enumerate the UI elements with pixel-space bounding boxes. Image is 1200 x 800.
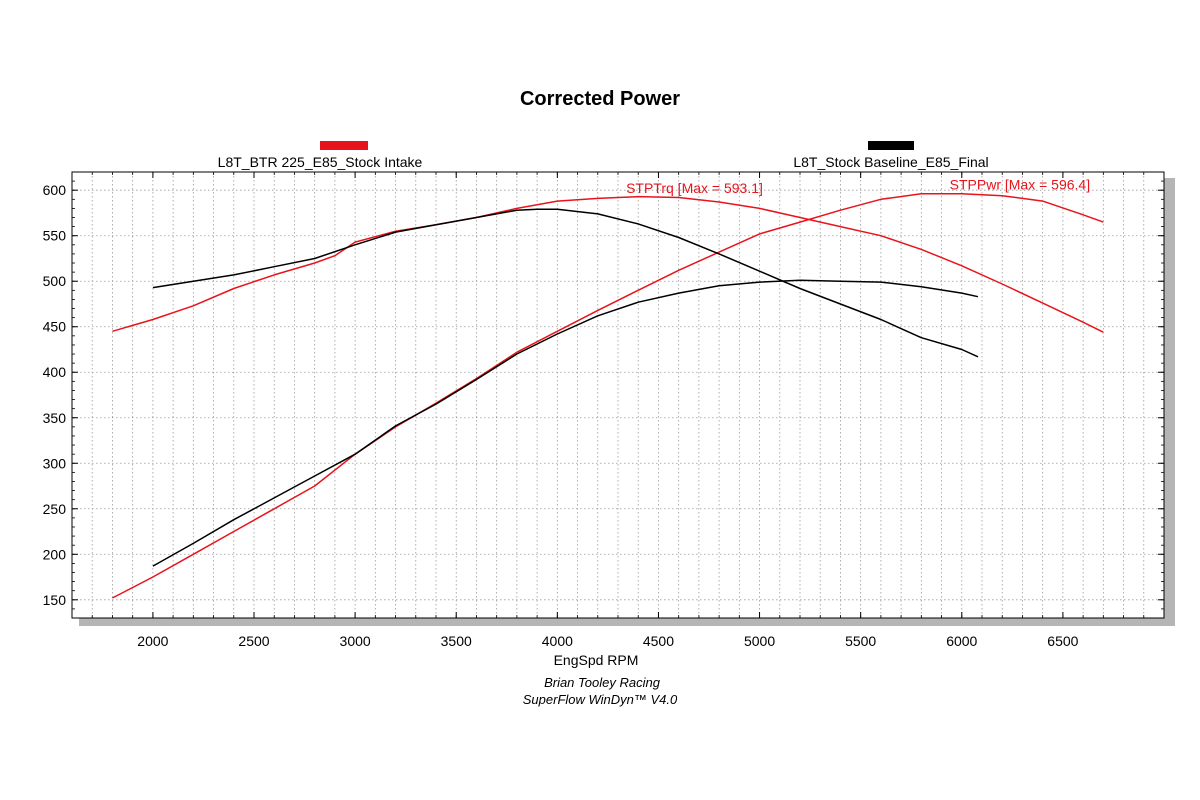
x-tick-label: 6500: [1047, 633, 1078, 649]
legend-swatch-btr: [320, 141, 368, 150]
credit-line-1: Brian Tooley Racing: [544, 675, 661, 690]
y-tick-label: 150: [43, 592, 67, 608]
y-tick-label: 200: [43, 546, 67, 562]
legend-label-btr: L8T_BTR 225_E85_Stock Intake: [218, 154, 423, 170]
chart-title: Corrected Power: [520, 88, 680, 110]
x-axis-label: EngSpd RPM: [554, 652, 639, 668]
annotation-max-power: STPPwr [Max = 596.4]: [950, 176, 1090, 192]
series-line-stptrq-btr: [112, 195, 1104, 333]
x-tick-label: 2000: [137, 633, 168, 649]
series-line-stppwr-stock: [152, 279, 979, 567]
plot-area: [71, 171, 1165, 619]
y-tick-label: 450: [43, 319, 67, 335]
y-tick-label: 300: [43, 455, 67, 471]
x-tick-label: 6000: [946, 633, 977, 649]
x-axis: 2000 2500 3000 3500 4000 4500 5000 5500 6000 6500: [91, 172, 1145, 649]
series-lines: [112, 193, 1104, 599]
y-tick-label: 250: [43, 501, 67, 517]
y-tick-label: 500: [43, 273, 67, 289]
x-tick-label: 3000: [340, 633, 371, 649]
y-tick-label: 400: [43, 364, 67, 380]
x-tick-label: 2500: [238, 633, 269, 649]
annotations: STPTrq [Max = 593.1] STPPwr [Max = 596.4]: [626, 176, 1090, 196]
y-tick-label: 550: [43, 228, 67, 244]
legend-swatch-stock: [868, 141, 914, 150]
credit-line-2: SuperFlow WinDyn™ V4.0: [523, 692, 678, 707]
series-line-stptrq-stock: [152, 208, 979, 358]
x-tick-label: 5000: [744, 633, 775, 649]
y-tick-label: 600: [43, 182, 67, 198]
annotation-max-torque: STPTrq [Max = 593.1]: [626, 180, 763, 196]
y-axis: 150 200 250 300 350 400 450 500 550 600: [43, 171, 1164, 619]
x-tick-label: 4500: [643, 633, 674, 649]
x-tick-label: 3500: [441, 633, 472, 649]
legend-label-stock: L8T_Stock Baseline_E85_Final: [793, 154, 988, 170]
series-line-stppwr-btr: [112, 193, 1104, 599]
x-tick-label: 4000: [542, 633, 573, 649]
x-tick-label: 5500: [845, 633, 876, 649]
y-tick-label: 350: [43, 410, 67, 426]
